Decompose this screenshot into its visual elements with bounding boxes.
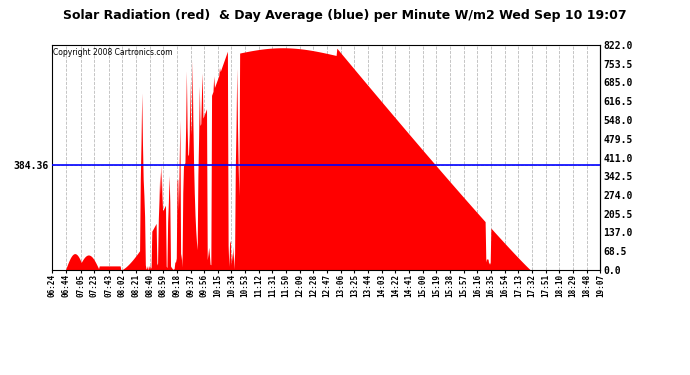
Text: Solar Radiation (red)  & Day Average (blue) per Minute W/m2 Wed Sep 10 19:07: Solar Radiation (red) & Day Average (blu… — [63, 9, 627, 22]
Text: Copyright 2008 Cartronics.com: Copyright 2008 Cartronics.com — [53, 48, 172, 57]
